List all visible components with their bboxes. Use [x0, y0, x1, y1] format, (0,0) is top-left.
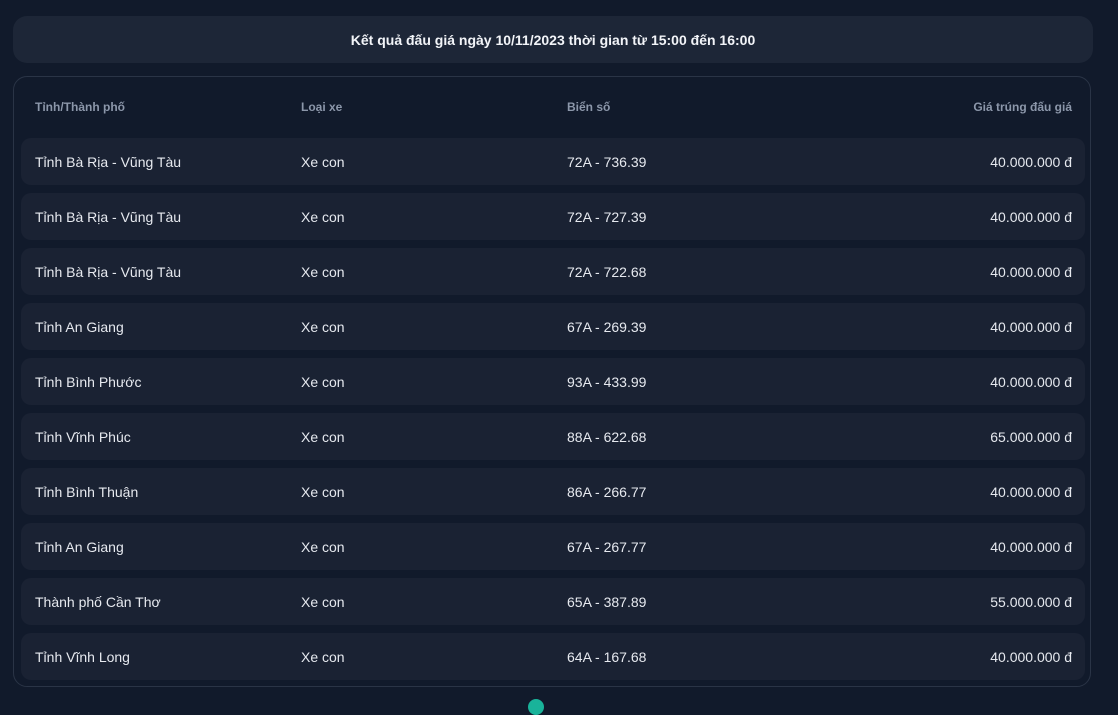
cell-vehicle-type: Xe con: [301, 648, 345, 665]
cell-province: Tỉnh An Giang: [35, 538, 124, 555]
table-row: Tỉnh Bà Rịa - Vũng Tàu Xe con 72A - 722.68…: [21, 248, 1085, 295]
cell-price: 40.000.000 đ: [990, 648, 1072, 665]
cell-price: 40.000.000 đ: [990, 263, 1072, 280]
table-row: Tỉnh Bình Phước Xe con 93A - 433.99 40.000.…: [21, 358, 1085, 405]
cell-province: Tỉnh Bà Rịa - Vũng Tàu: [35, 208, 182, 225]
cell-province: Tỉnh Bình Thuận: [35, 483, 139, 500]
table-row: Tỉnh An Giang Xe con 67A - 267.77 40.000.00…: [21, 523, 1085, 570]
cell-price: 40.000.000 đ: [990, 318, 1072, 335]
cell-price: 40.000.000 đ: [990, 483, 1072, 500]
cell-vehicle-type: Xe con: [301, 538, 345, 555]
cell-province: Tỉnh Bà Rịa - Vũng Tàu: [35, 153, 182, 170]
cell-vehicle-type: Xe con: [301, 373, 345, 390]
cell-price: 65.000.000 đ: [990, 428, 1072, 445]
scroll-indicator[interactable]: [528, 699, 544, 715]
table-row: Tỉnh Vĩnh Long Xe con 64A - 167.68 40.000.0…: [21, 633, 1085, 680]
banner-title: Kết quả đấu giá ngày 10/11/2023 thời gia…: [350, 31, 756, 48]
cell-plate: 86A - 266.77: [567, 483, 647, 500]
cell-plate: 67A - 269.39: [567, 318, 647, 335]
header-vehicle-type: Loại xe: [301, 99, 343, 114]
table-row: Tỉnh Bà Rịa - Vũng Tàu Xe con 72A - 736.39…: [21, 138, 1085, 185]
cell-price: 40.000.000 đ: [990, 208, 1072, 225]
cell-plate: 67A - 267.77: [567, 538, 647, 555]
table-row: Tỉnh Bình Thuận Xe con 86A - 266.77 40.000.…: [21, 468, 1085, 515]
cell-price: 40.000.000 đ: [990, 538, 1072, 555]
header-plate: Biển số: [567, 99, 611, 114]
header-price: Giá trúng đấu giá: [973, 99, 1072, 114]
cell-plate: 72A - 722.68: [567, 263, 647, 280]
table-row: Tỉnh An Giang Xe con 67A - 269.39 40.000.00…: [21, 303, 1085, 350]
cell-plate: 65A - 387.89: [567, 593, 647, 610]
cell-price: 40.000.000 đ: [990, 153, 1072, 170]
cell-vehicle-type: Xe con: [301, 593, 345, 610]
cell-plate: 93A - 433.99: [567, 373, 647, 390]
cell-vehicle-type: Xe con: [301, 483, 345, 500]
cell-plate: 72A - 727.39: [567, 208, 647, 225]
table-header: Tỉnh/Thành phố Loại xe Biển số Giá trúng…: [21, 83, 1085, 130]
cell-price: 55.000.000 đ: [990, 593, 1072, 610]
table-row: Tỉnh Bà Rịa - Vũng Tàu Xe con 72A - 727.39…: [21, 193, 1085, 240]
cell-plate: 72A - 736.39: [567, 153, 647, 170]
header-province: Tỉnh/Thành phố: [35, 99, 125, 114]
cell-vehicle-type: Xe con: [301, 318, 345, 335]
table-row: Tỉnh Vĩnh Phúc Xe con 88A - 622.68 65.000.0…: [21, 413, 1085, 460]
cell-vehicle-type: Xe con: [301, 208, 345, 225]
cell-vehicle-type: Xe con: [301, 428, 345, 445]
cell-province: Tỉnh Bình Phước: [35, 373, 142, 390]
cell-vehicle-type: Xe con: [301, 263, 345, 280]
table-row: Thành phố Cần Thơ Xe con 65A - 387.89 55.00…: [21, 578, 1085, 625]
results-table: Tỉnh/Thành phố Loại xe Biển số Giá trúng…: [13, 76, 1091, 687]
cell-province: Tỉnh An Giang: [35, 318, 124, 335]
cell-plate: 88A - 622.68: [567, 428, 647, 445]
cell-province: Tỉnh Bà Rịa - Vũng Tàu: [35, 263, 182, 280]
cell-price: 40.000.000 đ: [990, 373, 1072, 390]
cell-province: Tỉnh Vĩnh Phúc: [35, 428, 131, 445]
cell-vehicle-type: Xe con: [301, 153, 345, 170]
cell-province: Tỉnh Vĩnh Long: [35, 648, 130, 665]
auction-result-banner: Kết quả đấu giá ngày 10/11/2023 thời gia…: [13, 16, 1093, 63]
cell-province: Thành phố Cần Thơ: [35, 593, 161, 610]
cell-plate: 64A - 167.68: [567, 648, 647, 665]
